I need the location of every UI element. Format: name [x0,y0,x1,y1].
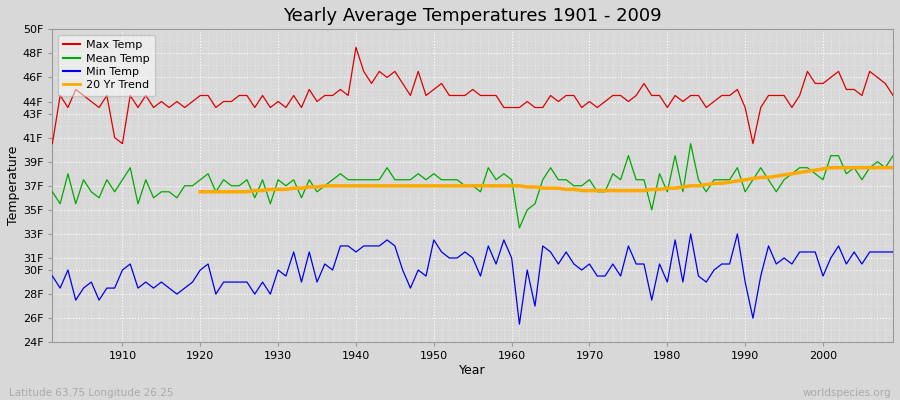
Legend: Max Temp, Mean Temp, Min Temp, 20 Yr Trend: Max Temp, Mean Temp, Min Temp, 20 Yr Tre… [58,35,155,96]
Title: Yearly Average Temperatures 1901 - 2009: Yearly Average Temperatures 1901 - 2009 [284,7,662,25]
Y-axis label: Temperature: Temperature [7,146,20,226]
Text: worldspecies.org: worldspecies.org [803,388,891,398]
X-axis label: Year: Year [459,364,486,377]
Text: Latitude 63.75 Longitude 26.25: Latitude 63.75 Longitude 26.25 [9,388,174,398]
